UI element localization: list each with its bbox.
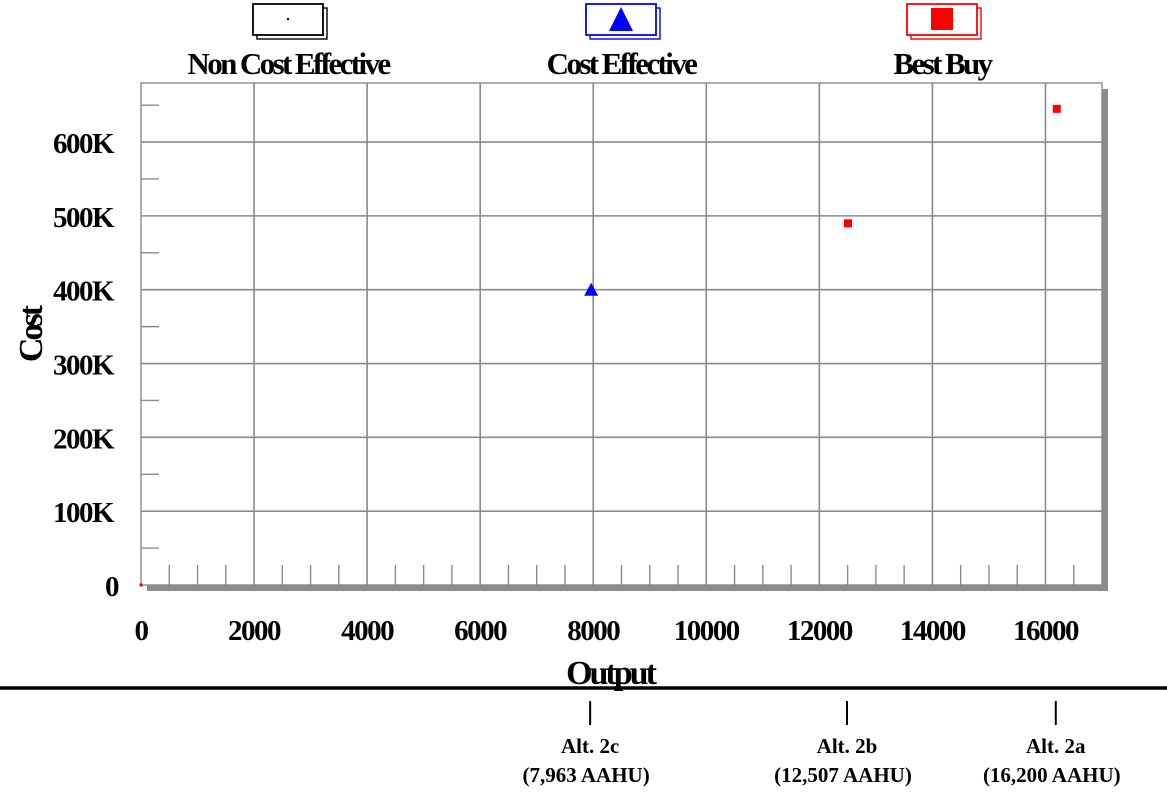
annotation-value: (16,200 AAHU) [983, 763, 1121, 787]
y-axis-title: Cost [13, 304, 50, 362]
y-tick-label: 100K [53, 497, 115, 529]
legend-swatch [252, 3, 324, 36]
x-tick-label: 6000 [454, 615, 507, 647]
x-tick-label: 8000 [567, 615, 620, 647]
x-tick-label: 10000 [674, 615, 740, 647]
x-tick-label: 2000 [228, 615, 281, 647]
plot-border [140, 82, 1103, 586]
alternative-annotations: Alt. 2c (7,963 AAHU) Alt. 2b (12,507 AAHU) A… [0, 686, 1167, 787]
y-tick-label: 600K [53, 128, 115, 160]
legend-square-marker [931, 8, 953, 30]
legend-dot-marker [286, 17, 290, 21]
plot-background [141, 83, 1102, 585]
y-tick-label: 500K [53, 202, 115, 234]
legend-label: Cost Effective [547, 46, 698, 81]
y-tick-label: 0 [105, 571, 119, 603]
legend-label: Non Cost Effective [187, 46, 390, 81]
y-tick-label: 400K [53, 276, 115, 308]
x-tick-label: 4000 [341, 615, 394, 647]
annotation-label: Alt. 2c [561, 734, 619, 758]
plot-area [140, 82, 1108, 591]
x-axis: 0 2000 4000 6000 8000 10000 12000 14000 16000 Out… [135, 615, 1081, 692]
x-tick-label: 16000 [1013, 615, 1079, 647]
annotation-value: (7,963 AAHU) [523, 763, 650, 787]
best-buy-point [139, 583, 143, 587]
y-tick-label: 300K [53, 350, 115, 382]
y-axis: 0 100K 200K 300K 400K 500K 600K Cost [13, 128, 121, 603]
x-tick-label: 14000 [900, 615, 966, 647]
legend: Non Cost Effective Cost Effective Best Buy [187, 3, 996, 81]
legend-triangle-marker [609, 7, 633, 31]
legend-label: Best Buy [893, 46, 993, 81]
x-tick-label: 0 [135, 615, 149, 647]
x-axis-title: Output [566, 655, 657, 692]
annotation-label: Alt. 2b [817, 734, 878, 758]
data-points [139, 104, 1061, 587]
y-tick-label: 200K [53, 423, 115, 455]
x-tick-label: 12000 [787, 615, 853, 647]
annotation-value: (12,507 AAHU) [774, 763, 912, 787]
best-buy-point [844, 219, 853, 228]
best-buy-point [1052, 104, 1061, 113]
annotation-label: Alt. 2a [1026, 734, 1086, 758]
cost-effective-point [584, 282, 599, 296]
